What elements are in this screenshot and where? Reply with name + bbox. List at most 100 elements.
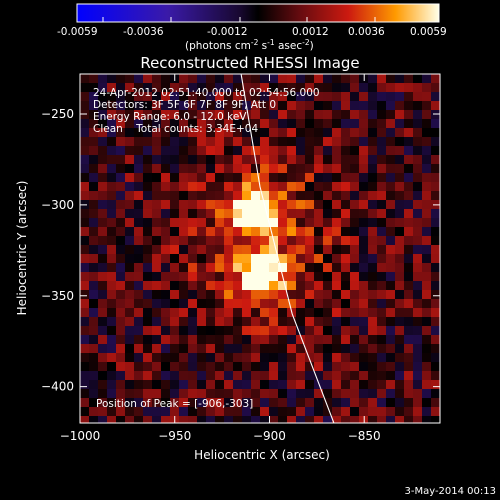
image-pixel	[197, 254, 207, 264]
image-pixel	[422, 398, 432, 408]
image-pixel	[215, 164, 225, 174]
image-pixel	[98, 335, 108, 345]
image-pixel	[359, 344, 369, 354]
image-pixel	[242, 164, 252, 174]
image-pixel	[233, 227, 243, 237]
image-pixel	[305, 317, 315, 327]
image-pixel	[404, 236, 414, 246]
image-pixel	[269, 245, 279, 255]
image-pixel	[89, 200, 99, 210]
image-pixel	[332, 83, 342, 93]
image-pixel	[332, 110, 342, 120]
image-pixel	[386, 335, 396, 345]
image-pixel	[314, 92, 324, 102]
image-pixel	[107, 263, 117, 273]
image-pixel	[179, 83, 189, 93]
image-pixel	[170, 308, 180, 318]
image-pixel	[386, 317, 396, 327]
image-pixel	[395, 299, 405, 309]
image-pixel	[134, 155, 144, 165]
image-pixel	[359, 227, 369, 237]
image-pixel	[341, 191, 351, 201]
image-pixel	[332, 380, 342, 390]
image-pixel	[323, 254, 333, 264]
image-pixel	[431, 227, 440, 237]
image-pixel	[386, 254, 396, 264]
image-pixel	[350, 119, 360, 129]
image-pixel	[269, 218, 279, 228]
image-pixel	[98, 416, 108, 423]
image-pixel	[323, 164, 333, 174]
image-pixel	[134, 326, 144, 336]
image-pixel	[233, 137, 243, 147]
image-pixel	[170, 146, 180, 156]
image-pixel	[188, 236, 198, 246]
image-pixel	[269, 398, 279, 408]
image-pixel	[431, 380, 440, 390]
image-pixel	[260, 245, 270, 255]
image-pixel	[161, 317, 171, 327]
image-pixel	[341, 281, 351, 291]
image-pixel	[98, 110, 108, 120]
image-pixel	[179, 137, 189, 147]
image-pixel	[98, 128, 108, 138]
image-pixel	[422, 227, 432, 237]
image-pixel	[251, 272, 261, 282]
image-pixel	[413, 308, 423, 318]
image-pixel	[206, 272, 216, 282]
image-pixel	[431, 173, 440, 183]
image-pixel	[215, 227, 225, 237]
image-pixel	[152, 236, 162, 246]
image-pixel	[242, 317, 252, 327]
image-pixel	[80, 389, 90, 399]
image-pixel	[395, 344, 405, 354]
image-pixel	[350, 299, 360, 309]
image-pixel	[125, 74, 135, 84]
image-pixel	[350, 326, 360, 336]
image-pixel	[278, 110, 288, 120]
image-pixel	[98, 308, 108, 318]
image-pixel	[395, 362, 405, 372]
image-pixel	[413, 155, 423, 165]
image-pixel	[359, 317, 369, 327]
image-pixel	[143, 128, 153, 138]
image-pixel	[422, 83, 432, 93]
image-pixel	[197, 182, 207, 192]
image-pixel	[188, 137, 198, 147]
image-pixel	[395, 263, 405, 273]
image-pixel	[107, 380, 117, 390]
image-pixel	[206, 236, 216, 246]
image-pixel	[143, 119, 153, 129]
image-pixel	[332, 155, 342, 165]
image-pixel	[386, 281, 396, 291]
image-pixel	[188, 119, 198, 129]
image-pixel	[368, 308, 378, 318]
image-pixel	[125, 263, 135, 273]
image-pixel	[332, 236, 342, 246]
image-pixel	[368, 209, 378, 219]
image-pixel	[179, 173, 189, 183]
image-pixel	[368, 272, 378, 282]
image-pixel	[332, 218, 342, 228]
image-pixel	[323, 218, 333, 228]
image-pixel	[170, 209, 180, 219]
image-pixel	[296, 191, 306, 201]
image-pixel	[323, 371, 333, 381]
image-pixel	[260, 191, 270, 201]
image-pixel	[233, 398, 243, 408]
image-pixel	[305, 344, 315, 354]
image-pixel	[431, 245, 440, 255]
image-pixel	[179, 182, 189, 192]
image-pixel	[89, 263, 99, 273]
image-pixel	[368, 155, 378, 165]
image-pixel	[134, 263, 144, 273]
image-pixel	[89, 362, 99, 372]
image-pixel	[116, 146, 126, 156]
image-pixel	[251, 209, 261, 219]
image-pixel	[152, 398, 162, 408]
image-pixel	[251, 290, 261, 300]
image-pixel	[332, 182, 342, 192]
image-pixel	[206, 299, 216, 309]
image-pixel	[431, 317, 440, 327]
image-pixel	[431, 137, 440, 147]
